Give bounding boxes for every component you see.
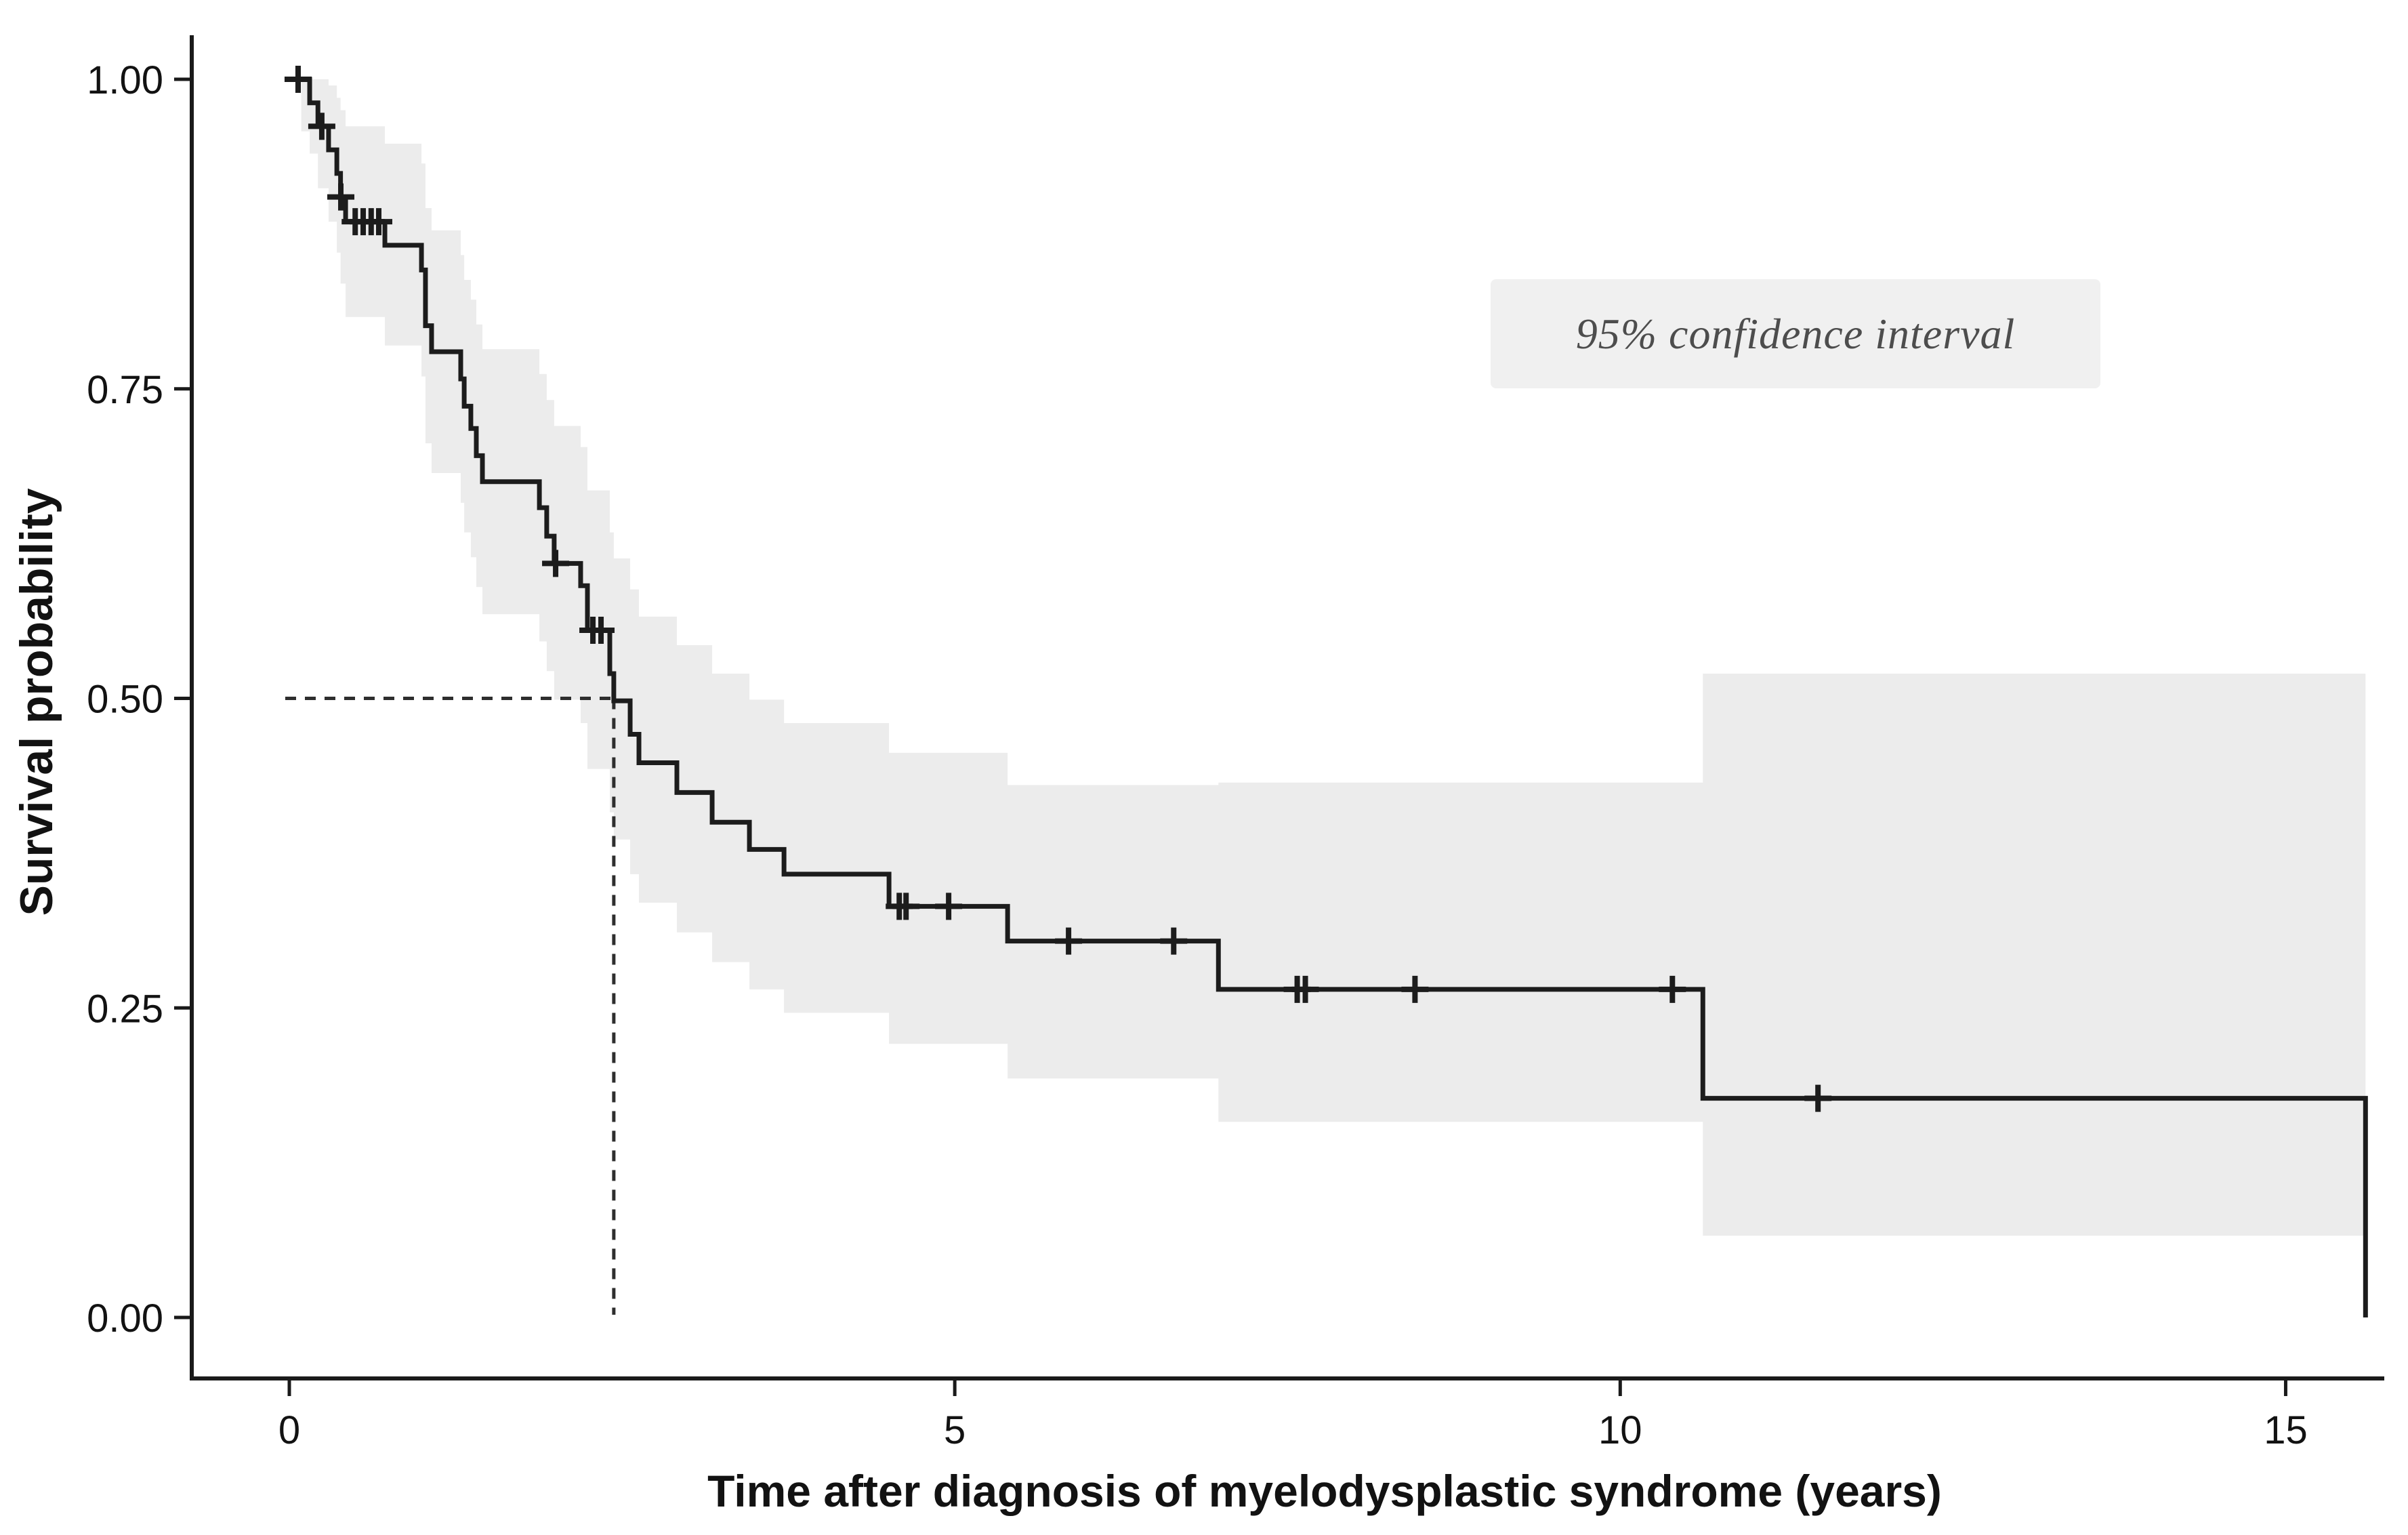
x-tick-label: 15 bbox=[2264, 1408, 2308, 1452]
x-tick-label: 0 bbox=[278, 1408, 300, 1452]
confidence-interval-legend: 95% confidence interval bbox=[1491, 279, 2100, 388]
y-tick-label: 1.00 bbox=[87, 58, 163, 102]
y-tick-label: 0.25 bbox=[87, 987, 163, 1031]
y-axis-title: Survival probability bbox=[11, 488, 62, 916]
x-tick-label: 5 bbox=[944, 1408, 966, 1452]
confidence-band bbox=[301, 79, 2366, 1236]
x-tick-label: 10 bbox=[1598, 1408, 1642, 1452]
legend-label: 95% confidence interval bbox=[1575, 309, 2016, 358]
y-tick-label: 0.00 bbox=[87, 1296, 163, 1340]
y-tick-label: 0.75 bbox=[87, 368, 163, 412]
y-tick-label: 0.50 bbox=[87, 678, 163, 722]
x-axis-title: Time after diagnosis of myelodysplastic … bbox=[707, 1466, 1942, 1516]
